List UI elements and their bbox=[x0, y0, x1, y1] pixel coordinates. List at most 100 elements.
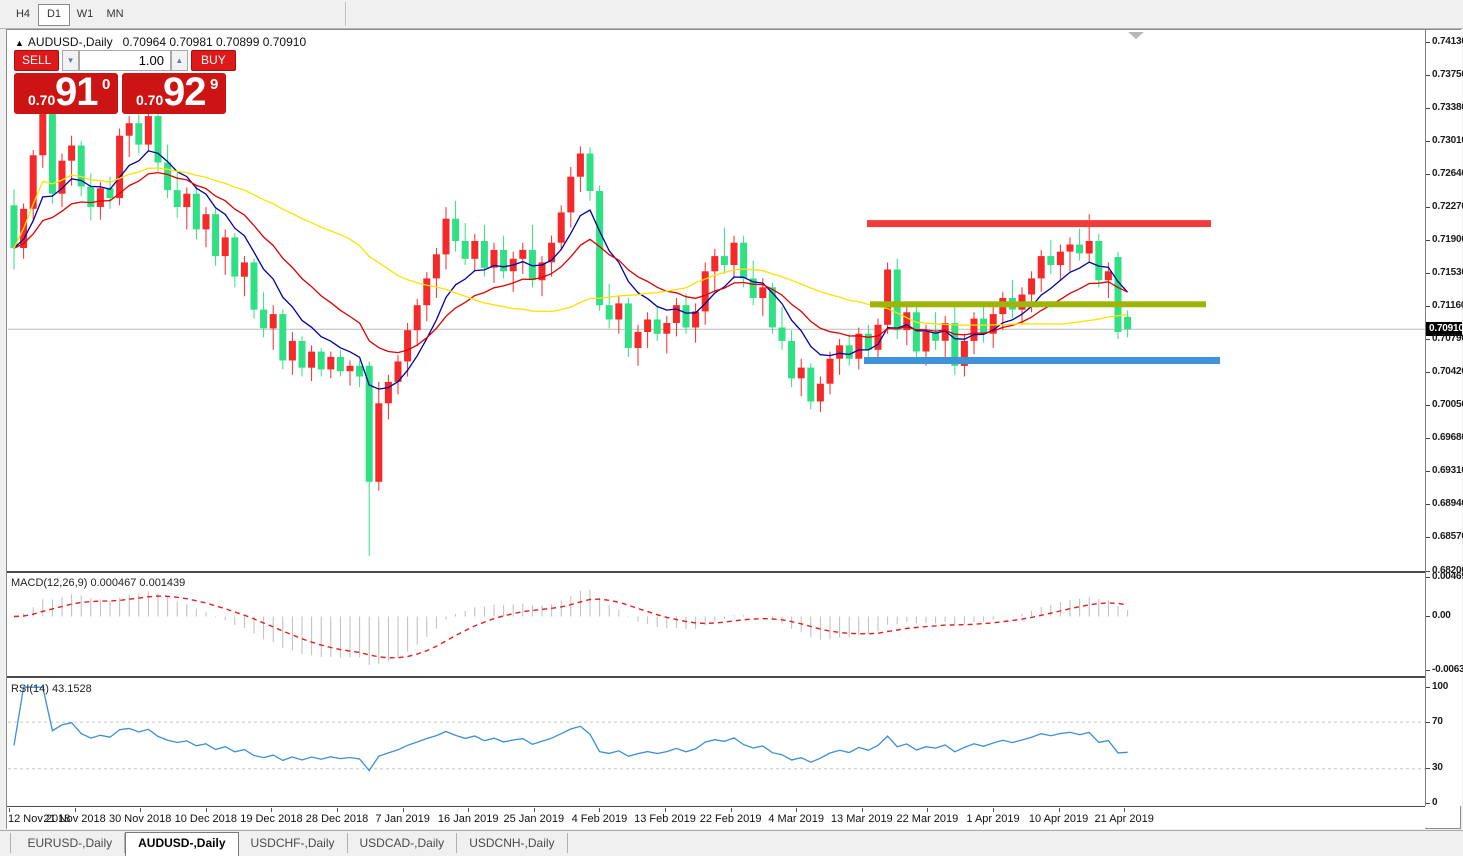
toolbar-separator bbox=[345, 2, 346, 26]
date-tick bbox=[74, 808, 76, 812]
date-label: 7 Jan 2019 bbox=[375, 813, 430, 825]
date-tick bbox=[140, 808, 142, 812]
date-tick bbox=[796, 808, 798, 812]
chart-window: ▲ AUDUSD-,Daily 0.70964 0.70981 0.70899 0.… bbox=[6, 29, 1463, 829]
date-tick bbox=[402, 808, 404, 812]
timeframe-button-h4[interactable]: H4 bbox=[15, 8, 31, 20]
date-tick bbox=[599, 808, 601, 812]
timeframe-button-w1[interactable]: W1 bbox=[76, 8, 94, 20]
quote-row: 0.70 91 0 0.70 92 9 bbox=[14, 70, 236, 114]
rsi-axis-label: 30 bbox=[1426, 762, 1443, 773]
chart-tab-eurusd[interactable]: EURUSD-,Daily bbox=[15, 833, 126, 853]
volume-increase-button[interactable]: ▲ bbox=[171, 50, 188, 71]
chart-tabs: EURUSD-,Daily AUDUSD-,Daily USDCHF-,Daily U… bbox=[15, 831, 568, 856]
macd-axis-label: 0.004694 bbox=[1426, 571, 1463, 582]
date-tick bbox=[861, 808, 863, 812]
date-tick bbox=[730, 808, 732, 812]
date-label: 13 Mar 2019 bbox=[830, 813, 893, 825]
rsi-axis-label: 0 bbox=[1426, 797, 1438, 808]
pane-splitter-macd[interactable] bbox=[7, 571, 1460, 573]
scroll-to-end-marker-icon bbox=[1128, 32, 1144, 39]
date-tick bbox=[1058, 808, 1060, 812]
date-label: 10 Apr 2019 bbox=[1028, 813, 1089, 825]
date-tick bbox=[1124, 808, 1126, 812]
buy-price-sup: 9 bbox=[210, 76, 219, 93]
date-tick bbox=[9, 808, 10, 812]
buy-quote-box[interactable]: 0.70 92 9 bbox=[122, 70, 226, 114]
timeframe-button-mn[interactable]: MN bbox=[106, 8, 124, 20]
date-axis[interactable]: 12 Nov 2018 21 Nov 2018 30 Nov 2018 10 Dec … bbox=[7, 806, 1425, 829]
macd-label: MACD(12,26,9) 0.000467 0.001439 bbox=[11, 577, 186, 589]
timeframe-buttons: H4 D1 W1 MN bbox=[8, 0, 130, 28]
sell-price-prefix: 0.70 bbox=[28, 92, 56, 108]
rsi-axis-label: 70 bbox=[1426, 716, 1443, 727]
date-label: 25 Jan 2019 bbox=[503, 813, 565, 825]
timeframe-button-d1[interactable]: D1 bbox=[38, 4, 70, 26]
date-label: 28 Dec 2018 bbox=[305, 813, 369, 825]
collapse-triangle-icon[interactable]: ▲ bbox=[15, 38, 24, 48]
date-label: 21 Apr 2019 bbox=[1094, 813, 1154, 825]
date-label: 21 Nov 2018 bbox=[43, 813, 106, 825]
date-tick bbox=[927, 808, 929, 812]
sell-price-sup: 0 bbox=[102, 76, 111, 93]
chart-tab-usdcad[interactable]: USDCAD-,Daily bbox=[348, 833, 458, 853]
tab-stub bbox=[0, 833, 11, 853]
date-tick bbox=[533, 808, 535, 812]
chart-tab-audusd[interactable]: AUDUSD-,Daily bbox=[125, 832, 239, 856]
one-click-trade-panel: SELL ▼ ▲ BUY 0.70 91 0 0.70 92 9 bbox=[14, 50, 236, 114]
chart-tab-usdcnh[interactable]: USDCNH-,Daily bbox=[457, 833, 568, 853]
date-tick bbox=[205, 808, 207, 812]
sell-button[interactable]: SELL bbox=[14, 50, 60, 71]
sell-quote-box[interactable]: 0.70 91 0 bbox=[14, 70, 118, 114]
candlestick-chart[interactable] bbox=[8, 30, 1425, 571]
trade-buttons-row: SELL ▼ ▲ BUY bbox=[14, 50, 236, 71]
date-label: 12 Nov 2018 bbox=[8, 813, 71, 825]
buy-button[interactable]: BUY bbox=[190, 50, 236, 71]
buy-price-big: 92 bbox=[163, 70, 206, 114]
volume-input[interactable] bbox=[79, 50, 171, 71]
date-label: 22 Mar 2019 bbox=[896, 813, 959, 825]
macd-indicator-chart[interactable] bbox=[8, 573, 1425, 676]
date-tick bbox=[665, 808, 666, 812]
buy-price-prefix: 0.70 bbox=[136, 92, 164, 108]
date-label: 1 Apr 2019 bbox=[966, 813, 1020, 825]
date-label: 4 Feb 2019 bbox=[571, 813, 628, 825]
date-label: 4 Mar 2019 bbox=[768, 813, 825, 825]
sell-price-big: 91 bbox=[55, 70, 98, 114]
date-label: 30 Nov 2018 bbox=[108, 813, 172, 825]
date-tick bbox=[468, 808, 470, 812]
chart-tab-usdchf[interactable]: USDCHF-,Daily bbox=[239, 833, 348, 853]
date-label: 22 Feb 2019 bbox=[699, 813, 762, 825]
chart-symbol-label: AUDUSD-,Daily bbox=[27, 35, 113, 49]
volume-decrease-button[interactable]: ▼ bbox=[62, 50, 79, 71]
date-tick bbox=[271, 808, 273, 812]
date-label: 13 Feb 2019 bbox=[634, 813, 696, 825]
date-tick bbox=[993, 808, 994, 812]
chart-ohlc-values: 0.70964 0.70981 0.70899 0.70910 bbox=[122, 35, 307, 49]
date-tick bbox=[337, 808, 338, 812]
pane-splitter-rsi[interactable] bbox=[7, 676, 1460, 678]
current-price-tag: 0.70910 bbox=[1426, 322, 1463, 336]
rsi-indicator-chart[interactable] bbox=[8, 679, 1425, 806]
rsi-label: RSI(14) 43.1528 bbox=[11, 683, 92, 695]
date-label: 16 Jan 2019 bbox=[437, 813, 499, 825]
macd-axis-label: -0.00639 bbox=[1426, 664, 1463, 675]
date-label: 19 Dec 2018 bbox=[240, 813, 303, 825]
timeframe-toolbar: H4 D1 W1 MN bbox=[0, 0, 1463, 29]
macd-axis-label: 0.00 bbox=[1426, 610, 1451, 621]
price-axis-label: 0.71160 bbox=[1426, 300, 1463, 311]
